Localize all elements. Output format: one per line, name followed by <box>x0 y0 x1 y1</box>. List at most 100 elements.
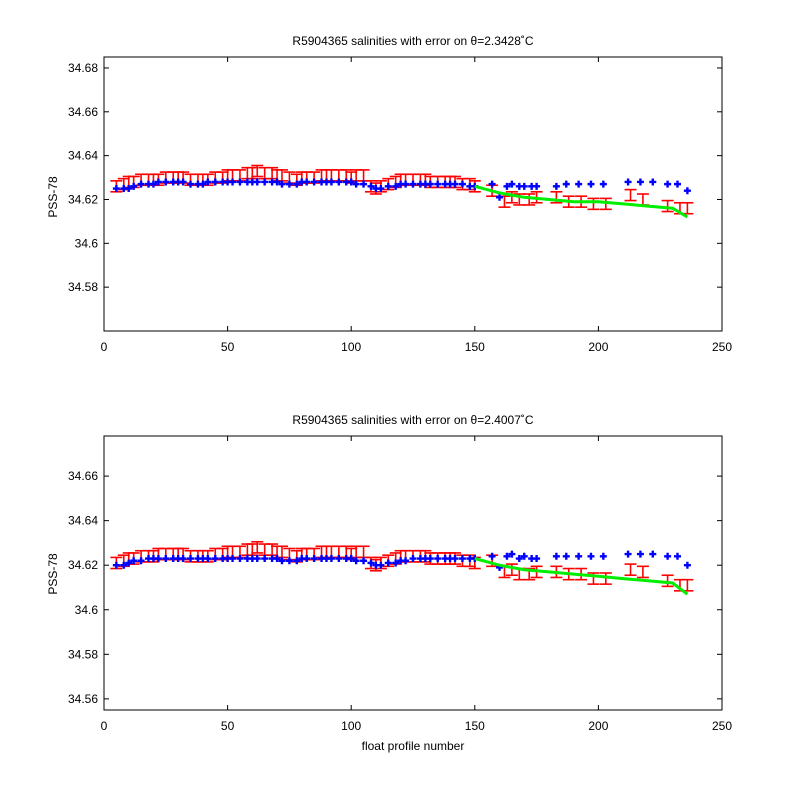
y-tick-label: 34.58 <box>68 280 98 294</box>
data-point <box>458 555 466 563</box>
fit-line <box>474 557 689 596</box>
x-axis-label: float profile number <box>362 739 465 753</box>
x-tick-label: 250 <box>712 719 732 733</box>
data-point <box>347 178 355 186</box>
data-point <box>162 178 170 186</box>
y-tick-label: 34.64 <box>68 514 98 528</box>
data-point <box>154 178 162 186</box>
data-point <box>392 559 400 567</box>
data-point <box>352 180 360 188</box>
data-point <box>327 555 335 563</box>
data-point <box>434 555 442 563</box>
error-bar <box>681 201 694 215</box>
data-point <box>112 561 120 569</box>
error-bar <box>636 193 649 206</box>
data-point <box>636 550 644 558</box>
data-point <box>229 178 237 186</box>
chart-bottom: R5904365 salinities with error on θ=2.40… <box>46 413 732 753</box>
data-point <box>179 178 187 186</box>
data-point <box>367 559 375 567</box>
data-point <box>402 180 410 188</box>
data-point <box>293 557 301 565</box>
plot-area-frame <box>103 56 723 332</box>
data-point <box>253 555 261 563</box>
data-point <box>360 180 368 188</box>
data-point <box>360 557 368 565</box>
error-bar <box>624 563 637 577</box>
data-point <box>352 557 360 565</box>
data-point <box>384 182 392 190</box>
data-point <box>204 555 212 563</box>
data-point <box>327 178 335 186</box>
data-point <box>261 555 269 563</box>
y-tick-label: 34.68 <box>68 61 98 75</box>
error-bar <box>636 565 649 579</box>
data-point <box>278 180 286 188</box>
data-point <box>488 180 496 188</box>
x-tick-label: 50 <box>221 340 235 354</box>
data-point <box>624 178 632 186</box>
data-point <box>575 180 583 188</box>
data-point <box>229 555 237 563</box>
data-point <box>458 180 466 188</box>
data-point <box>552 182 560 190</box>
x-tick-label: 0 <box>101 719 108 733</box>
data-point <box>575 552 583 560</box>
data-point <box>562 552 570 560</box>
data-point <box>199 180 207 188</box>
data-point <box>636 178 644 186</box>
error-bar <box>357 169 370 182</box>
plot-area-frame <box>103 435 723 711</box>
data-point <box>285 557 293 565</box>
data-point <box>273 555 281 563</box>
data-point <box>112 185 120 193</box>
error-bar <box>624 188 637 202</box>
data-point <box>310 555 318 563</box>
chart-title: R5904365 salinities with error on θ=2.34… <box>292 34 533 48</box>
error-bar <box>357 545 370 559</box>
error-bar <box>599 572 612 585</box>
data-point <box>293 180 301 188</box>
data-point <box>377 185 385 193</box>
y-axis-label: PSS-78 <box>46 176 60 218</box>
data-point <box>451 555 459 563</box>
x-tick-label: 250 <box>712 340 732 354</box>
data-point <box>335 178 343 186</box>
data-point <box>211 178 219 186</box>
data-point <box>236 178 244 186</box>
data-point <box>426 180 434 188</box>
data-point <box>179 555 187 563</box>
data-point <box>236 555 244 563</box>
data-point <box>162 555 170 563</box>
data-point <box>434 180 442 188</box>
y-tick-label: 34.56 <box>68 692 98 706</box>
data-point <box>278 557 286 565</box>
data-point <box>130 557 138 565</box>
x-tick-label: 200 <box>588 719 608 733</box>
data-point <box>409 180 417 188</box>
data-point <box>451 180 459 188</box>
data-point <box>683 561 691 569</box>
data-point <box>426 555 434 563</box>
data-point <box>587 180 595 188</box>
data-point <box>384 559 392 567</box>
data-point <box>392 182 400 190</box>
data-point <box>587 552 595 560</box>
y-tick-label: 34.66 <box>68 105 98 119</box>
x-tick-label: 0 <box>101 340 108 354</box>
fit-line <box>474 184 689 219</box>
data-point <box>149 180 157 188</box>
x-tick-label: 150 <box>465 719 485 733</box>
y-tick-label: 34.64 <box>68 149 98 163</box>
data-point <box>649 550 657 558</box>
y-tick-label: 34.58 <box>68 647 98 661</box>
data-point <box>683 187 691 195</box>
y-tick-label: 34.6 <box>75 236 99 250</box>
data-point <box>674 180 682 188</box>
data-point <box>552 552 560 560</box>
x-tick-label: 200 <box>588 340 608 354</box>
data-point <box>303 555 311 563</box>
y-tick-label: 34.66 <box>68 469 98 483</box>
data-point <box>303 178 311 186</box>
